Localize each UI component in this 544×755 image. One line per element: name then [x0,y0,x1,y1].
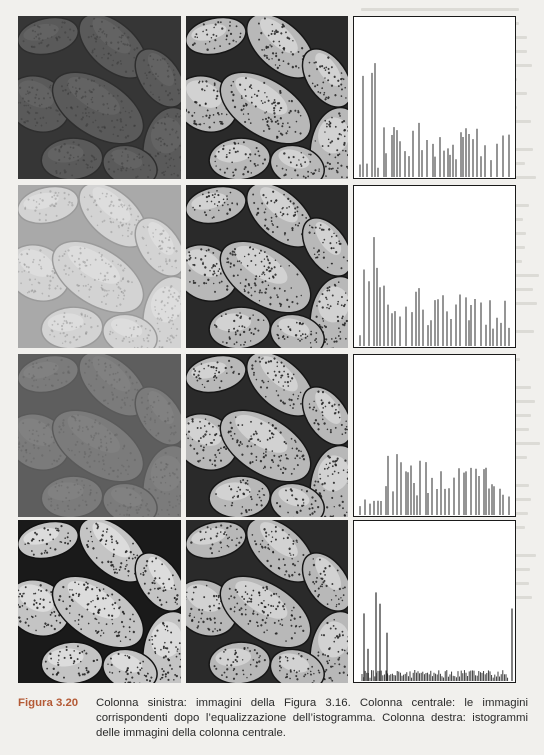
pollen-grains-photo [18,354,181,517]
pollen-grain [18,16,80,56]
equalized-image [186,185,348,348]
histogram-plot [359,63,510,177]
pollen-grain [51,240,145,314]
pollen-grain [208,641,271,683]
original-image-light [18,185,181,348]
pollen-grain [134,48,181,108]
pollen-grain [78,520,148,583]
histogram-plot [359,237,510,346]
original-image-high-contrast [18,520,181,683]
pollen-grain [301,386,348,446]
pollen-grain [40,137,104,179]
pollen-grains-photo [18,16,181,179]
equalized-image [186,520,348,683]
pollen-grain [134,386,181,446]
pollen-grain [134,217,181,277]
pollen-grain [51,71,145,145]
pollen-grain [269,648,325,683]
pollen-grain [102,313,158,348]
pollen-grain [51,575,145,649]
figure-label: Figura 3.20 [18,697,79,709]
pollen-grain [301,217,348,277]
equalized-histogram-3 [353,354,516,517]
pollen-grain [78,185,148,248]
pollen-grain [246,185,315,248]
pollen-grain [186,520,247,560]
pollen-grain [78,354,148,417]
equalized-histogram-2 [353,185,516,348]
bleed-through-line [361,8,519,11]
pollen-grain [301,552,348,612]
pollen-grain [186,354,247,394]
pollen-grain [186,16,247,56]
pollen-grain [18,185,80,225]
original-image-low-contrast [18,354,181,517]
histogram-plot [359,454,510,515]
pollen-grain [219,575,312,649]
pollen-grain [134,552,181,612]
original-image-dark [18,16,181,179]
equalized-image [186,16,348,179]
pollen-grain [246,16,315,79]
pollen-grain [301,48,348,108]
pollen-grain [40,306,104,348]
pollen-grain [219,71,312,145]
pollen-grain [40,641,104,683]
pollen-grain [269,482,325,517]
pollen-grains-photo [18,520,181,683]
pollen-grain [246,354,315,417]
pollen-grain [186,185,247,225]
equalized-histogram-1 [353,16,516,179]
pollen-grain [246,520,315,583]
pollen-grain [102,144,158,179]
pollen-grain [18,354,80,394]
pollen-grain [208,137,271,179]
pollen-grain [208,306,271,348]
pollen-grains-photo [186,354,348,517]
pollen-grains-photo [186,16,348,179]
pollen-grain [78,16,148,79]
figure-caption: Figura 3.20 Colonna sinistra: immagini d… [18,696,528,741]
caption-text: Colonna sinistra: immagini della Figura … [96,697,528,739]
pollen-grain [219,409,312,483]
pollen-grain [269,144,325,179]
pollen-grains-photo [186,185,348,348]
pollen-grain [102,482,158,517]
pollen-grains-photo [18,185,181,348]
histogram-plot [361,592,513,681]
pollen-grain [269,313,325,348]
pollen-grain [40,475,104,517]
equalized-image [186,354,348,517]
pollen-grains-photo [186,520,348,683]
pollen-grain [208,475,271,517]
pollen-grain [51,409,145,483]
equalized-histogram-4 [353,520,516,683]
pollen-grain [18,520,80,560]
pollen-grain [219,240,312,314]
pollen-grain [102,648,158,683]
